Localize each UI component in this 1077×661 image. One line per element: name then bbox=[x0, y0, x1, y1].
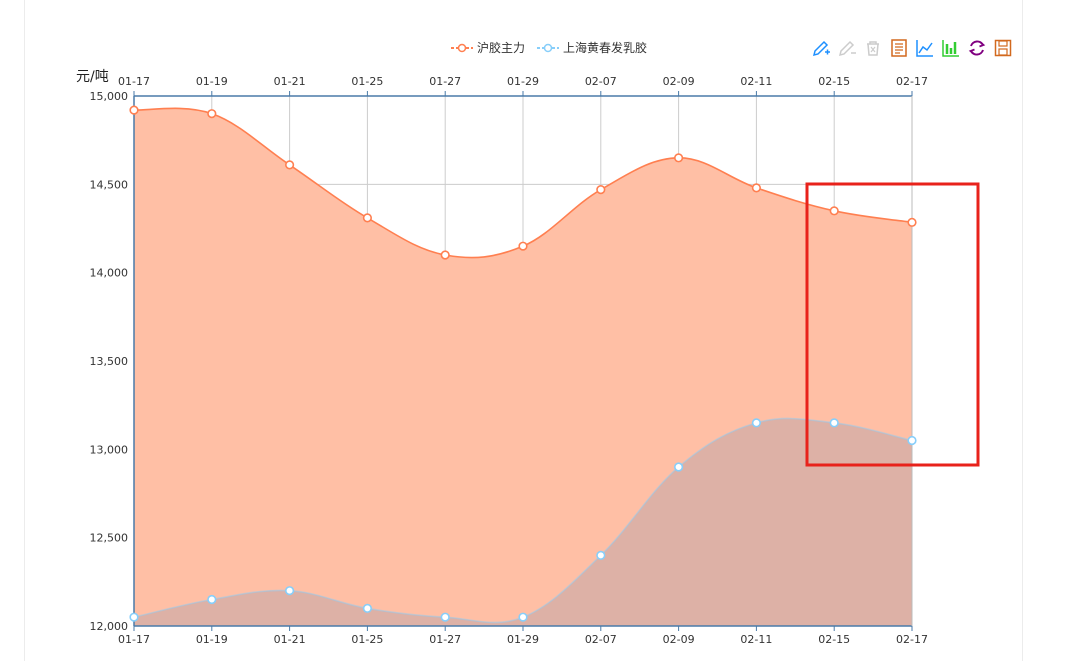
legend-line-blue-icon bbox=[537, 43, 560, 52]
legend-label-latex: 上海黄春发乳胶 bbox=[563, 41, 648, 55]
y-axis-unit-label: 元/吨 bbox=[76, 69, 109, 85]
pencil-icon[interactable] bbox=[811, 38, 831, 58]
trash-icon[interactable] bbox=[863, 38, 883, 58]
legend: 沪胶主力 上海黄春发乳胶 bbox=[451, 39, 647, 56]
legend-item-hujiao[interactable]: 沪胶主力 bbox=[451, 39, 525, 56]
save-icon[interactable] bbox=[993, 38, 1013, 58]
eraser-icon[interactable] bbox=[837, 38, 857, 58]
line-chart-icon[interactable] bbox=[915, 38, 935, 58]
chart-panel: 沪胶主力 上海黄春发乳胶 bbox=[24, 0, 1023, 661]
data-view-icon[interactable] bbox=[889, 38, 909, 58]
refresh-icon[interactable] bbox=[967, 38, 987, 58]
toolbox bbox=[811, 38, 1013, 58]
legend-line-orange-icon bbox=[451, 43, 473, 52]
legend-label-hujiao: 沪胶主力 bbox=[477, 41, 526, 55]
legend-item-latex[interactable]: 上海黄春发乳胶 bbox=[537, 39, 647, 56]
bar-chart-icon[interactable] bbox=[941, 38, 961, 58]
